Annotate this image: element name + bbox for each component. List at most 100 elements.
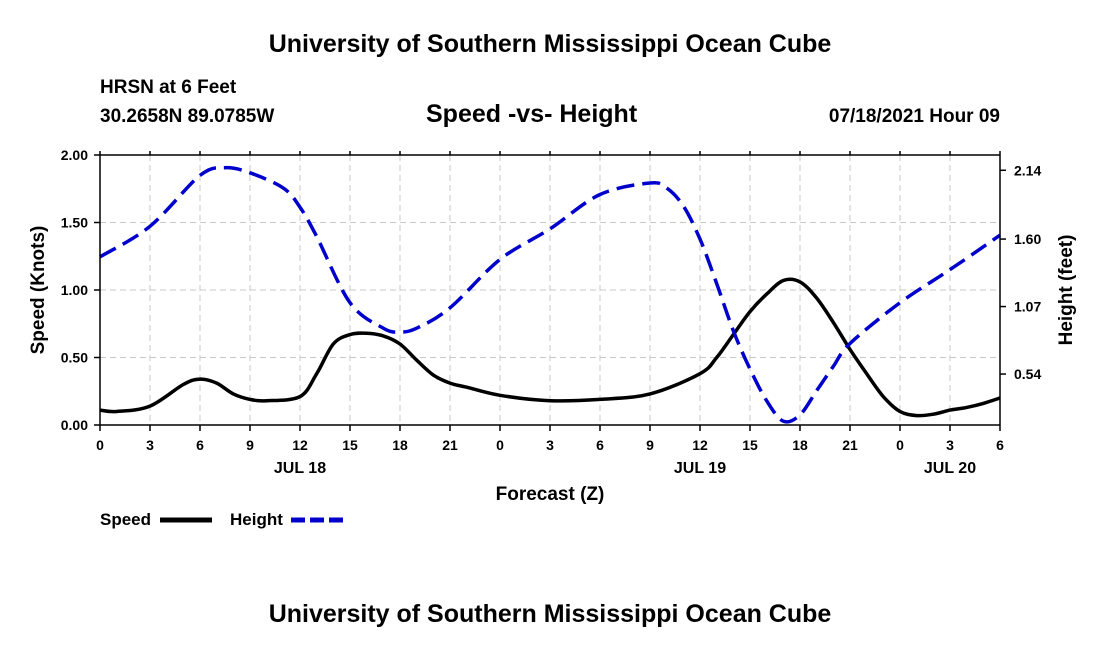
date-label: JUL 20 — [924, 460, 976, 477]
series-line-speed — [99, 277, 1001, 418]
x-tick-label: 9 — [246, 437, 254, 453]
data-point-height — [248, 171, 252, 175]
data-point-height — [223, 166, 227, 170]
x-tick-label: 15 — [742, 437, 758, 453]
data-point-speed — [331, 342, 335, 346]
data-point-height — [898, 301, 902, 305]
data-point-height — [665, 186, 669, 190]
y-tick-label: 0.00 — [61, 417, 88, 433]
x-tick-label: 6 — [596, 437, 604, 453]
y2-tick-label: 2.14 — [1014, 162, 1041, 178]
y-axis-label: Speed (Knots) — [28, 226, 49, 355]
x-tick-label: 3 — [946, 437, 954, 453]
y2-tick-label: 0.54 — [1014, 366, 1041, 382]
tick-labels: 0 3 6 9 12 15 18 21 0 3 6 9 12 15 18 21 0 3 6 JUL 18 JUL 19 J… — [61, 147, 1042, 477]
data-point-speed — [398, 342, 402, 346]
data-point-speed — [315, 372, 319, 376]
x-tick-label: 21 — [842, 437, 858, 453]
data-point-speed — [365, 331, 369, 335]
date-label: JUL 18 — [274, 460, 326, 477]
y-tick-label: 2.00 — [61, 147, 88, 163]
chart-title: Speed -vs- Height — [426, 100, 638, 128]
station-coordinates: 30.2658N 89.0785W — [100, 106, 275, 127]
data-point-speed — [898, 410, 902, 414]
x-tick-label: 9 — [646, 437, 654, 453]
data-point-speed — [865, 372, 869, 376]
legend-label-height: Height — [230, 510, 283, 529]
data-point-height — [315, 235, 319, 239]
data-point-speed — [231, 392, 235, 396]
data-point-speed — [648, 392, 652, 396]
date-label: JUL 19 — [674, 460, 726, 477]
data-point-speed — [781, 279, 785, 283]
data-point-height — [748, 367, 752, 371]
x-tick-label: 18 — [792, 437, 808, 453]
data-point-height — [681, 204, 685, 208]
data-point-speed — [465, 385, 469, 389]
data-point-height — [415, 326, 419, 330]
data-point-speed — [415, 358, 419, 362]
page-footer-title: University of Southern Mississippi Ocean… — [268, 600, 832, 628]
data-point-speed — [548, 399, 552, 403]
data-point-speed — [148, 404, 152, 408]
data-point-height — [781, 419, 785, 423]
data-point-height — [281, 186, 285, 190]
data-point-speed — [748, 310, 752, 314]
data-point-height — [765, 399, 769, 403]
data-point-speed — [498, 393, 502, 397]
x-tick-label: 6 — [196, 437, 204, 453]
data-point-height — [298, 205, 302, 209]
data-point-height — [815, 389, 819, 393]
data-point-speed — [265, 399, 269, 403]
legend-label-speed: Speed — [100, 510, 151, 529]
data-point-height — [948, 268, 952, 272]
forecast-datetime: 07/18/2021 Hour 09 — [828, 106, 1000, 127]
data-point-speed — [881, 395, 885, 399]
data-point-speed — [915, 414, 919, 418]
x-tick-label: 18 — [392, 437, 408, 453]
y2-tick-label: 1.60 — [1014, 231, 1041, 247]
x-axis-label: Forecast (Z) — [496, 484, 605, 505]
legend: Speed Height — [100, 510, 343, 529]
data-point-speed — [448, 381, 452, 385]
data-point-speed — [798, 280, 802, 284]
y-tick-label: 0.50 — [61, 350, 88, 366]
data-point-height — [448, 306, 452, 310]
data-point-height — [498, 257, 502, 261]
x-tick-label: 0 — [96, 437, 104, 453]
data-point-speed — [948, 408, 952, 412]
data-point-speed — [381, 334, 385, 338]
data-point-height — [798, 413, 802, 417]
page-header-title: University of Southern Mississippi Ocean… — [268, 30, 832, 58]
series-lines — [99, 165, 1002, 424]
data-point-height — [848, 341, 852, 345]
data-point-height — [148, 224, 152, 228]
data-point-speed — [431, 373, 435, 377]
data-point-height — [831, 364, 835, 368]
data-point-height — [598, 192, 602, 196]
data-point-speed — [215, 381, 219, 385]
x-tick-label: 15 — [342, 437, 358, 453]
y-tick-label: 1.50 — [61, 215, 88, 231]
data-point-speed — [298, 395, 302, 399]
data-point-speed — [831, 320, 835, 324]
x-tick-label: 0 — [496, 437, 504, 453]
data-point-height — [715, 282, 719, 286]
data-point-speed — [698, 372, 702, 376]
tick-marks — [94, 151, 1006, 431]
x-tick-label: 6 — [996, 437, 1004, 453]
x-tick-label: 12 — [692, 437, 708, 453]
data-point-speed — [715, 356, 719, 360]
x-tick-label: 0 — [896, 437, 904, 453]
data-point-speed — [248, 397, 252, 401]
x-tick-label: 3 — [546, 437, 554, 453]
data-point-height — [398, 330, 402, 334]
data-point-height — [348, 301, 352, 305]
x-tick-label: 3 — [146, 437, 154, 453]
series-line-height — [99, 165, 1002, 424]
y2-axis-label: Height (feet) — [1056, 235, 1077, 346]
x-tick-label: 21 — [442, 437, 458, 453]
data-point-speed — [181, 383, 185, 387]
data-point-height — [731, 329, 735, 333]
